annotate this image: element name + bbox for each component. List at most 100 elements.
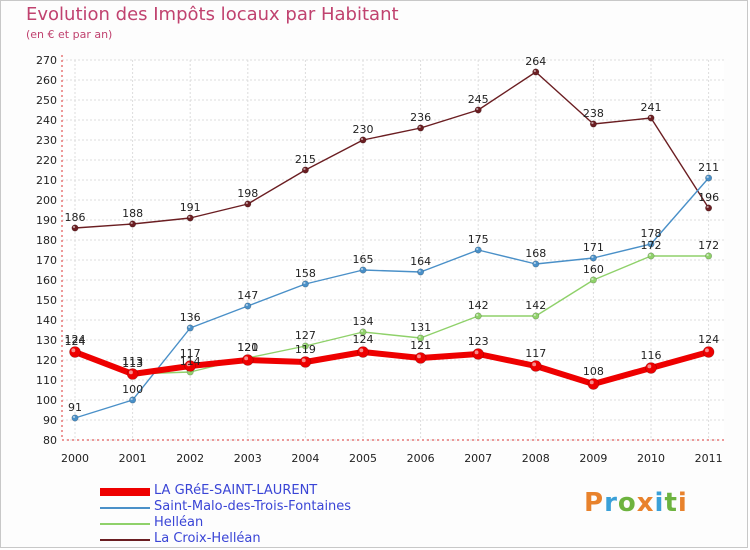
series-point-highlight [245,303,248,307]
series-point [126,368,139,380]
series-point-highlight [591,277,594,281]
series-line [73,349,710,387]
logo-letter: i [654,488,665,518]
legend-label: La Croix-Helléan [154,531,261,546]
data-label: 91 [68,401,82,414]
data-label: 168 [525,247,546,260]
y-tick-label: 110 [36,374,57,387]
x-tick-label: 2001 [119,452,147,465]
data-label: 127 [295,329,316,342]
series [69,68,715,422]
series-point-highlight [359,348,364,353]
series-point-highlight [648,115,652,119]
legend-label: Saint-Malo-des-Trois-Fontaines [154,499,352,514]
logo-letter: t [664,488,678,518]
series-point [702,346,715,358]
data-label: 198 [237,187,258,200]
axes: 8090100110120130140150160170180190200210… [36,54,724,465]
series-point [186,214,194,222]
series-point-highlight [244,356,249,361]
data-label: 165 [353,253,374,266]
data-label: 124 [65,335,86,348]
data-label: 172 [641,239,662,252]
proxiti-logo: Proxiti [584,488,688,518]
series-point-highlight [188,215,191,219]
series-point-highlight [360,137,364,141]
logo-letter: P [584,488,605,518]
y-tick-label: 130 [36,334,57,347]
series-point [129,220,137,228]
series-point-highlight [129,370,133,375]
data-label: 113 [122,357,143,370]
series-point [474,246,482,254]
series-point [529,360,542,372]
series-point-highlight [360,267,364,271]
series-point [244,200,252,208]
series-point-highlight [706,205,709,209]
series-point [242,354,254,366]
series-point-highlight [303,343,306,347]
legend-label: Helléan [154,515,204,530]
series-point [647,114,655,122]
series-point [589,120,597,128]
series-point-highlight [72,225,76,229]
y-tick-label: 160 [36,274,57,287]
data-label: 158 [295,267,316,280]
series-point-highlight [648,241,652,245]
series-point-highlight [533,69,536,73]
data-label: 124 [698,333,719,346]
series-point [705,204,713,212]
logo-letter: i [677,488,688,518]
y-tick-label: 140 [36,314,57,327]
y-tick-label: 210 [36,174,57,187]
series-point [299,356,312,368]
series-point [69,346,81,358]
data-label: 124 [65,333,86,346]
data-label: 196 [698,191,719,204]
legend-swatch [100,539,150,541]
y-tick-label: 90 [43,414,57,427]
y-tick-label: 80 [43,434,57,447]
series-point-highlight [245,201,248,205]
series-point-highlight [533,261,536,265]
data-label: 120 [237,341,258,354]
series-point-highlight [186,362,191,367]
x-tick-label: 2005 [349,452,377,465]
y-tick-label: 240 [36,114,57,127]
y-tick-label: 230 [36,134,57,147]
legend-swatch [100,523,150,525]
series-point-highlight [71,348,76,353]
x-tick-label: 2009 [579,452,607,465]
series-point [705,174,713,182]
data-label: 113 [122,355,143,368]
y-tick-label: 150 [36,294,57,307]
chart-subtitle: (en € et par an) [26,28,113,41]
series-point [186,324,194,332]
series-point-highlight [647,364,652,369]
data-label: 175 [468,233,489,246]
series-point-highlight [418,335,421,339]
logo-letter: x [636,488,655,518]
series-point [645,362,657,374]
data-label: 121 [237,341,258,354]
data-label: 147 [237,289,258,302]
series-point [647,252,655,260]
series-point-highlight [72,415,76,419]
series-point [532,68,540,76]
series-point [589,276,597,284]
x-tick-label: 2010 [637,452,665,465]
x-tick-label: 2002 [176,452,204,465]
data-label: 142 [468,299,489,312]
series-point-highlight [533,313,536,317]
y-tick-label: 170 [36,254,57,267]
logo-letter: r [604,488,618,518]
data-label: 142 [525,299,546,312]
data-label: 116 [641,349,662,362]
y-tick-label: 270 [36,54,57,67]
series-point [71,224,79,232]
data-label: 245 [468,93,489,106]
legend-swatch [100,488,150,496]
series-point [587,378,600,390]
y-tick-label: 220 [36,154,57,167]
